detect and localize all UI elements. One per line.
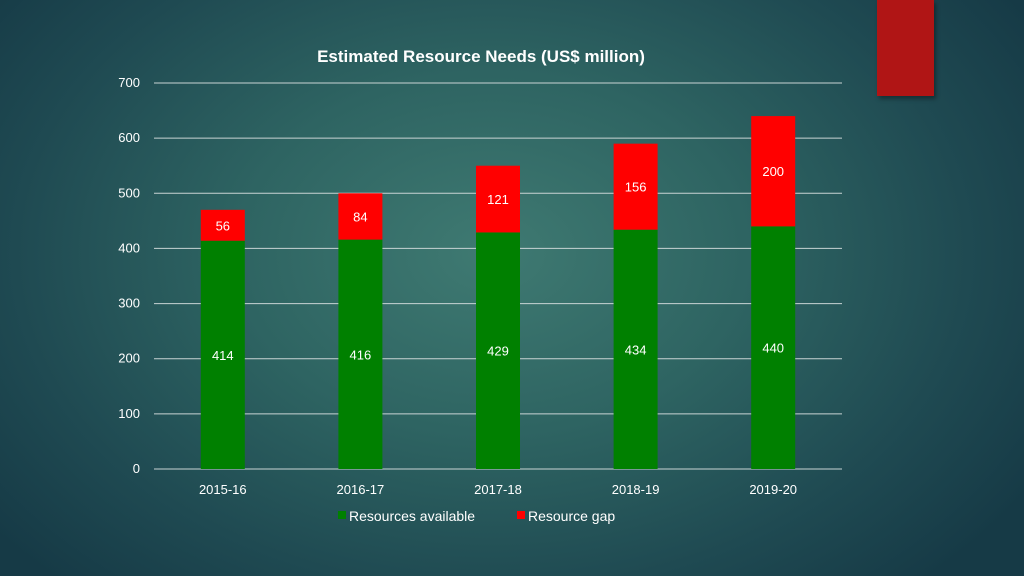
legend-label: Resource gap — [528, 508, 615, 524]
accent-block — [877, 0, 934, 96]
chart-title: Estimated Resource Needs (US$ million) — [317, 47, 645, 66]
data-label: 414 — [212, 348, 234, 363]
x-tick-label: 2018-19 — [612, 482, 660, 497]
data-labels: 414 56 416 84 429 121 434 156 440 200 — [212, 164, 784, 363]
data-label: 156 — [625, 180, 647, 195]
x-tick-label: 2019-20 — [749, 482, 797, 497]
bar-resource-gap — [200, 209, 245, 241]
y-tick-label: 500 — [118, 185, 140, 200]
legend: Resources available Resource gap — [338, 508, 615, 524]
data-label: 121 — [487, 192, 509, 207]
y-tick-label: 300 — [118, 296, 140, 311]
x-axis-ticks: 2015-16 2016-17 2017-18 2018-19 2019-20 — [199, 482, 797, 497]
bars — [200, 116, 796, 469]
data-label: 200 — [762, 164, 784, 179]
bar-resource-gap — [751, 116, 796, 227]
legend-swatch — [517, 511, 525, 519]
data-label: 434 — [625, 342, 647, 357]
y-tick-label: 600 — [118, 130, 140, 145]
x-tick-label: 2016-17 — [337, 482, 385, 497]
bar-resources-available — [476, 232, 520, 469]
data-label: 56 — [216, 218, 230, 233]
y-tick-label: 400 — [118, 240, 140, 255]
data-label: 416 — [350, 347, 372, 362]
bar-resources-available — [751, 226, 796, 469]
y-tick-label: 700 — [118, 75, 140, 90]
legend-label: Resources available — [349, 508, 475, 524]
data-label: 84 — [353, 209, 367, 224]
legend-swatch — [338, 511, 346, 519]
x-tick-label: 2017-18 — [474, 482, 522, 497]
bar-resource-gap — [613, 143, 658, 230]
bar-resources-available — [200, 240, 245, 469]
bar-resources-available — [613, 229, 658, 469]
y-tick-label: 0 — [133, 461, 140, 476]
bar-resource-gap — [476, 165, 520, 233]
bar-resources-available — [338, 239, 383, 469]
y-tick-label: 200 — [118, 351, 140, 366]
data-label: 440 — [762, 341, 784, 356]
data-label: 429 — [487, 344, 509, 359]
y-axis-ticks: 0 100 200 300 400 500 600 700 — [118, 75, 140, 476]
bar-resource-gap — [338, 193, 383, 240]
x-tick-label: 2015-16 — [199, 482, 247, 497]
y-tick-label: 100 — [118, 406, 140, 421]
